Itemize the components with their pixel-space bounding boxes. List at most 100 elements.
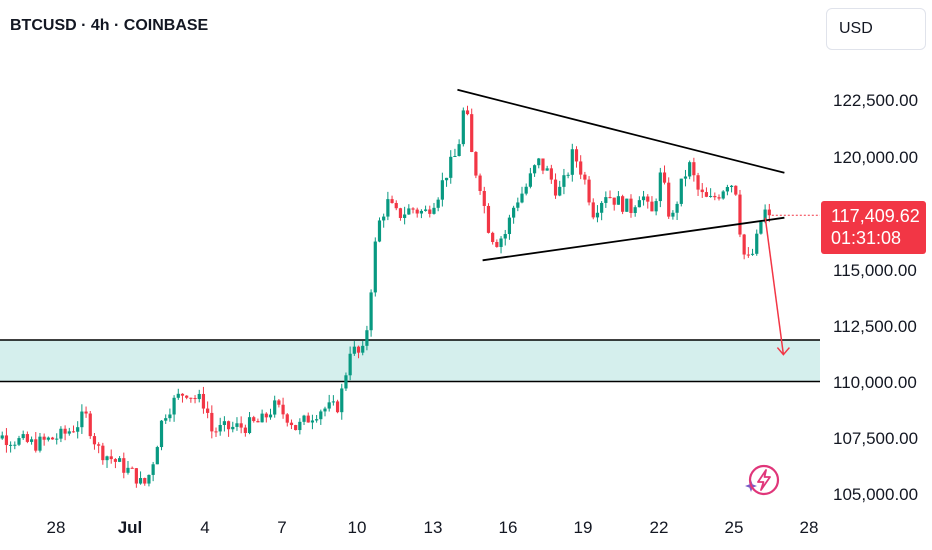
- candle-body: [625, 198, 629, 212]
- candle-body: [218, 424, 222, 432]
- candle-body: [767, 209, 771, 216]
- candle-body: [616, 196, 621, 205]
- candle-body: [704, 192, 709, 197]
- candle-body: [13, 444, 17, 446]
- candle-body: [461, 110, 465, 145]
- projection-arrow-head: [776, 347, 790, 356]
- candle-body: [692, 162, 696, 176]
- candle-body: [553, 179, 558, 196]
- candle-body: [97, 444, 101, 446]
- candle-body: [696, 175, 700, 190]
- candle-body: [122, 458, 126, 473]
- candle-body: [268, 414, 273, 418]
- candle-body: [231, 426, 235, 430]
- candle-body: [256, 421, 260, 423]
- candle-body: [449, 156, 453, 178]
- candle-body: [264, 413, 268, 418]
- candle-body: [138, 478, 143, 484]
- candle-body: [486, 205, 491, 233]
- candle-body: [315, 419, 319, 421]
- last-price-value: 117,409.62: [831, 206, 920, 226]
- candle-body: [482, 190, 486, 206]
- candle-body: [520, 193, 524, 203]
- candle-body: [532, 165, 537, 174]
- last-price-tag: 117,409.62 01:31:08: [821, 201, 926, 254]
- candle-body: [709, 195, 713, 197]
- candle-body: [168, 414, 172, 419]
- candle-body: [155, 447, 159, 465]
- candle-body: [17, 438, 21, 445]
- candle-body: [742, 234, 746, 255]
- candle-body: [667, 182, 671, 217]
- candle-body: [185, 395, 189, 398]
- y-tick-label: 112,500.00: [833, 317, 917, 336]
- candle-body: [591, 202, 595, 218]
- candle-body: [356, 346, 361, 353]
- candle-body: [507, 217, 512, 235]
- candle-body: [214, 431, 218, 433]
- candle-body: [755, 233, 759, 254]
- candle-body: [440, 180, 444, 200]
- candle-body: [465, 110, 470, 115]
- currency-button[interactable]: USD: [826, 8, 926, 50]
- candle-body: [646, 196, 650, 202]
- y-tick-label: 115,000.00: [833, 261, 917, 280]
- candle-body: [763, 209, 767, 222]
- candle-body: [541, 158, 545, 171]
- candle-body: [499, 238, 503, 247]
- support-zone: [0, 339, 820, 382]
- x-tick-label: 13: [423, 518, 443, 537]
- candle-body: [340, 388, 344, 413]
- candle-body: [738, 194, 742, 235]
- candle-body: [118, 458, 122, 462]
- candle-body: [729, 185, 734, 188]
- candle-body: [109, 456, 113, 460]
- candle-body: [306, 415, 310, 423]
- candle-body: [243, 427, 247, 433]
- candle-body: [654, 201, 658, 212]
- candle-body: [239, 423, 243, 428]
- flash-alert-button[interactable]: [744, 462, 780, 500]
- x-tick-label: 4: [200, 518, 210, 537]
- candle-body: [394, 202, 398, 209]
- candle-body: [750, 253, 755, 255]
- candle-body: [545, 168, 549, 171]
- candle-body: [423, 209, 428, 211]
- candle-body: [88, 413, 92, 437]
- candle-body: [633, 207, 637, 214]
- y-tick-label: 122,500.00: [833, 91, 919, 110]
- candle-body: [101, 445, 105, 461]
- candle-body: [92, 436, 97, 445]
- candle-body: [201, 393, 206, 409]
- candle-body: [675, 203, 679, 213]
- candle-body: [319, 411, 323, 420]
- candle-body: [281, 404, 285, 415]
- x-tick-label: 28: [46, 518, 66, 537]
- candle-body: [310, 420, 315, 423]
- candle-body: [436, 199, 440, 208]
- candle-body: [641, 196, 646, 201]
- candle-body: [222, 421, 226, 425]
- candle-body: [457, 144, 461, 156]
- candle-body: [528, 173, 532, 187]
- candle-body: [574, 149, 579, 162]
- candle-body: [679, 178, 683, 204]
- x-tick-label: 28: [799, 518, 819, 537]
- candle-body: [344, 375, 348, 389]
- candle-body: [365, 330, 369, 346]
- y-tick-label: 105,000.00: [833, 485, 919, 504]
- x-tick-label: 25: [724, 518, 744, 537]
- candle-body: [34, 439, 38, 451]
- candle-body: [683, 176, 688, 179]
- x-tick-label: 7: [277, 518, 287, 537]
- candle-body: [105, 456, 109, 461]
- candle-body: [335, 401, 340, 413]
- candle-body: [734, 185, 738, 195]
- candle-body: [189, 397, 193, 399]
- candle-body: [176, 393, 180, 398]
- lightning-bolt-icon: [748, 464, 780, 496]
- candle-body: [0, 435, 4, 439]
- candle-body: [558, 186, 562, 196]
- candle-body: [419, 210, 424, 214]
